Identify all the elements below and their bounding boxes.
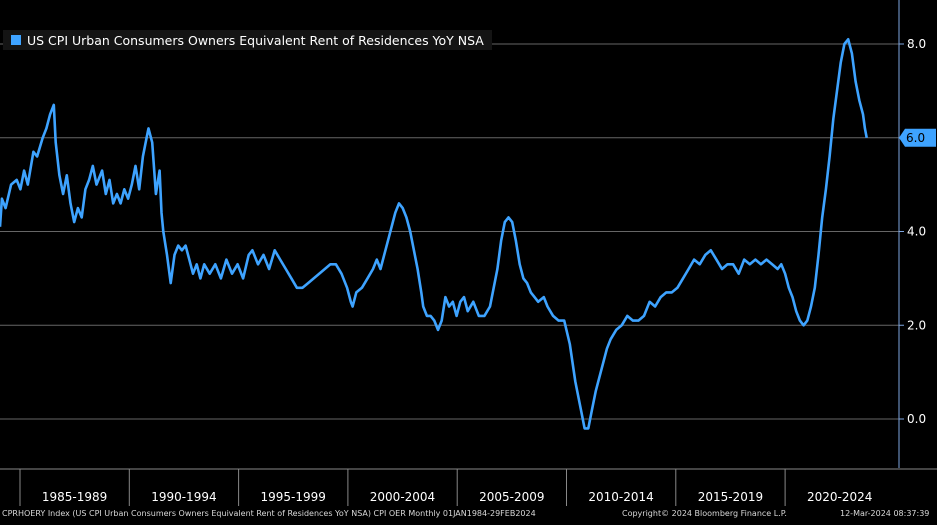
period-label: 2020-2024: [807, 490, 872, 504]
period-label: 2000-2004: [370, 490, 435, 504]
last-value-tag: [899, 128, 936, 147]
period-label: 2005-2009: [479, 490, 544, 504]
period-label: 1995-1999: [260, 490, 325, 504]
period-label: 2010-2014: [588, 490, 653, 504]
period-label: 1990-1994: [151, 490, 216, 504]
legend-label: US CPI Urban Consumers Owners Equivalent…: [27, 32, 484, 48]
footer-description: CPRHOERY Index (US CPI Urban Consumers O…: [2, 509, 536, 518]
y-tick-label: 2.0: [907, 318, 926, 332]
footer-copyright: Copyright© 2024 Bloomberg Finance L.P.: [622, 509, 787, 518]
legend-swatch: [11, 35, 21, 45]
period-label: 1985-1989: [42, 490, 107, 504]
last-value-label: 6.0: [906, 131, 925, 145]
y-tick-label: 4.0: [907, 225, 926, 239]
y-tick-label: 0.0: [907, 412, 926, 426]
footer-timestamp: 12-Mar-2024 08:37:39: [840, 509, 930, 518]
y-tick-label: 8.0: [907, 37, 926, 51]
series-line: [0, 38, 868, 430]
legend: US CPI Urban Consumers Owners Equivalent…: [3, 30, 492, 50]
period-label: 2015-2019: [698, 490, 763, 504]
